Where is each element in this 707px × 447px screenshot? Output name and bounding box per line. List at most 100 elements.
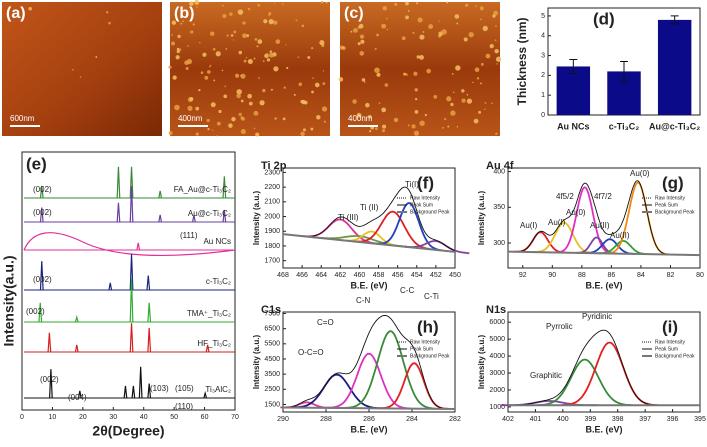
fit-component bbox=[514, 231, 567, 254]
speckle bbox=[247, 58, 253, 65]
speckle bbox=[181, 119, 184, 121]
speckle bbox=[240, 74, 242, 77]
speckle bbox=[353, 28, 358, 33]
speckle bbox=[314, 82, 320, 88]
fit-component bbox=[556, 186, 614, 255]
speckle bbox=[323, 120, 327, 123]
speckle bbox=[242, 33, 247, 38]
speckle bbox=[228, 123, 233, 128]
speckle bbox=[224, 85, 227, 88]
legend-label: Background Peak bbox=[410, 209, 450, 215]
diffraction-peak bbox=[74, 344, 79, 353]
diffraction-peak bbox=[222, 176, 227, 199]
y-tick-label: 1800 bbox=[264, 243, 280, 250]
speckle bbox=[243, 59, 247, 63]
x-tick-label: 396 bbox=[667, 416, 679, 423]
speckle bbox=[282, 117, 286, 121]
diffraction-peak bbox=[38, 302, 43, 323]
panel-label: (i) bbox=[662, 317, 678, 336]
speckle bbox=[108, 21, 111, 25]
diffraction-peak bbox=[77, 390, 82, 399]
x-tick-label: 401 bbox=[530, 416, 542, 423]
speckle bbox=[475, 5, 477, 7]
speckle bbox=[297, 56, 300, 59]
trace-label: FA_Au@c-Ti₃C₂ bbox=[174, 185, 231, 194]
speckle bbox=[433, 94, 438, 99]
trace-label: c-Ti₃C₂ bbox=[206, 277, 231, 286]
trace-label: Ti₃AlC₂ bbox=[205, 385, 231, 394]
diffraction-peak bbox=[116, 166, 121, 199]
y-tick-label: 5000 bbox=[489, 336, 505, 343]
speckle bbox=[72, 69, 74, 71]
speckle bbox=[262, 88, 266, 93]
speckle bbox=[376, 72, 381, 77]
bar bbox=[556, 66, 591, 115]
speckle bbox=[419, 55, 424, 60]
y-tick-label: 2 bbox=[541, 72, 545, 79]
speckle bbox=[273, 66, 279, 72]
y-tick-label: 4 bbox=[541, 33, 545, 40]
y-tick-label: 4500 bbox=[264, 356, 280, 363]
panel-label: (e) bbox=[26, 154, 47, 173]
speckle bbox=[450, 110, 456, 116]
speckle bbox=[215, 51, 221, 57]
speckle bbox=[222, 13, 227, 19]
speckle bbox=[254, 38, 258, 41]
y-tick-label: 2200 bbox=[264, 184, 280, 191]
y-tick-label: 300 bbox=[493, 240, 505, 247]
background-line bbox=[507, 250, 701, 257]
speckle bbox=[247, 93, 252, 99]
peak-index: (002) bbox=[26, 307, 45, 316]
speckle bbox=[212, 47, 216, 51]
speckle bbox=[365, 102, 370, 108]
x-tick-label: 284 bbox=[406, 416, 418, 423]
diffraction-peak bbox=[138, 366, 143, 399]
speckle bbox=[413, 130, 420, 136]
speckle bbox=[275, 39, 281, 44]
x-tick-label: 454 bbox=[411, 272, 423, 279]
x-tick-label: 452 bbox=[430, 272, 442, 279]
speckle bbox=[465, 3, 469, 7]
x-tick-label: 60 bbox=[201, 414, 209, 421]
speckle bbox=[444, 118, 447, 121]
scale-label: 400nm bbox=[178, 114, 203, 123]
speckle bbox=[374, 67, 380, 74]
trace-label: Au NCs bbox=[203, 237, 231, 246]
diffraction-peak bbox=[131, 385, 136, 399]
diffraction-peak bbox=[147, 302, 152, 323]
chart-title: Au 4f bbox=[486, 160, 514, 172]
trace-label: Au@c-Ti₃C₂ bbox=[188, 209, 231, 218]
speckle bbox=[369, 129, 372, 133]
speckle bbox=[268, 14, 270, 17]
afm-image bbox=[340, 2, 500, 136]
diffraction-peak bbox=[129, 323, 134, 353]
diffraction-peak bbox=[108, 282, 113, 291]
x-tick-label: 70 bbox=[231, 414, 239, 421]
speckle bbox=[237, 9, 244, 15]
speckle bbox=[268, 12, 272, 16]
speckle bbox=[171, 41, 176, 46]
x-axis-label: B.E. (eV) bbox=[350, 424, 387, 434]
speckle bbox=[206, 118, 210, 123]
speckle bbox=[274, 117, 277, 120]
x-tick-label: 460 bbox=[354, 272, 366, 279]
y-tick-label: 0 bbox=[541, 112, 545, 119]
speckle bbox=[240, 129, 246, 135]
speckle bbox=[187, 45, 189, 47]
speckle bbox=[218, 109, 222, 114]
speckle bbox=[407, 10, 410, 12]
y-tick-label: 1000 bbox=[489, 404, 505, 411]
speckle bbox=[302, 128, 306, 132]
speckle bbox=[266, 52, 269, 55]
speckle bbox=[189, 97, 194, 101]
speckle bbox=[480, 82, 482, 85]
speckle bbox=[245, 56, 248, 59]
peak-annotation: Ti(I) bbox=[405, 180, 419, 189]
peak-index: (111) bbox=[180, 231, 198, 240]
speckle bbox=[339, 45, 344, 50]
fit-component bbox=[291, 373, 382, 410]
peak-annotation: Pyrrolic bbox=[546, 322, 573, 331]
peak-annotation: Au(0) bbox=[630, 169, 650, 178]
panel-label: (h) bbox=[417, 317, 439, 336]
error-bar bbox=[569, 59, 578, 74]
